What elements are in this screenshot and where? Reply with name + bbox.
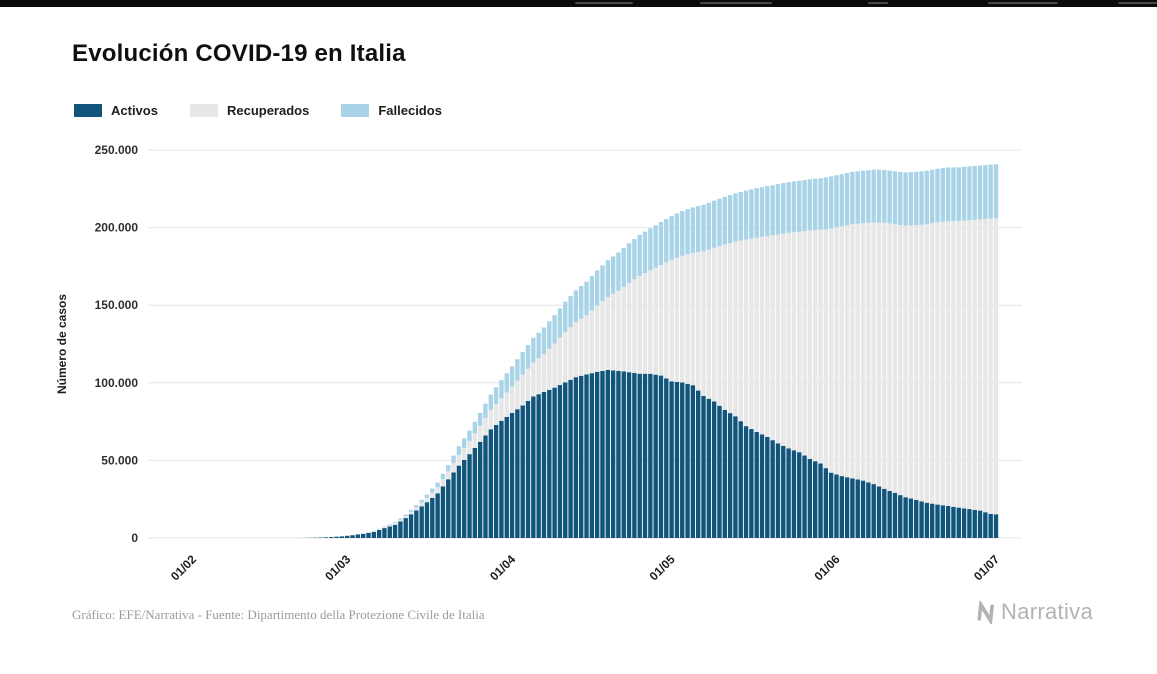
top-bar bbox=[0, 0, 1157, 7]
top-bar-mark bbox=[575, 2, 633, 4]
svg-text:250.000: 250.000 bbox=[95, 143, 139, 157]
narrativa-logo: Narrativa bbox=[977, 599, 1093, 625]
legend-label-activos: Activos bbox=[111, 103, 158, 118]
svg-text:01/03: 01/03 bbox=[322, 552, 353, 583]
narrativa-logo-text: Narrativa bbox=[1001, 599, 1093, 624]
legend-item-activos: Activos bbox=[74, 103, 158, 118]
svg-text:01/06: 01/06 bbox=[811, 552, 842, 583]
y-axis-title: Número de casos bbox=[55, 294, 69, 394]
svg-text:01/02: 01/02 bbox=[168, 552, 199, 583]
legend-swatch-fallecidos bbox=[341, 104, 370, 117]
legend-label-recuperados: Recuperados bbox=[226, 103, 310, 118]
chart-title: Evolución COVID-19 en Italia bbox=[72, 40, 406, 67]
svg-text:200.000: 200.000 bbox=[95, 221, 139, 235]
svg-text:01/07: 01/07 bbox=[971, 552, 1002, 583]
svg-text:150.000: 150.000 bbox=[95, 298, 139, 312]
svg-text:01/04: 01/04 bbox=[487, 552, 518, 583]
narrativa-logo-icon bbox=[977, 600, 995, 624]
legend: Activos Recuperados Fallecidos bbox=[74, 103, 442, 118]
top-bar-mark bbox=[868, 2, 888, 4]
bars bbox=[302, 164, 999, 538]
top-bar-mark bbox=[988, 2, 1058, 4]
top-bar-mark bbox=[700, 2, 772, 4]
top-bar-mark bbox=[1118, 2, 1157, 4]
y-axis-labels: 0 50.000 100.000 150.000 200.000 250.000 bbox=[95, 143, 139, 545]
legend-swatch-recuperados bbox=[189, 104, 218, 117]
legend-item-fallecidos: Fallecidos bbox=[341, 103, 442, 118]
legend-swatch-activos bbox=[74, 104, 102, 117]
svg-text:50.000: 50.000 bbox=[101, 453, 138, 467]
legend-item-recuperados: Recuperados bbox=[189, 103, 310, 118]
svg-text:0: 0 bbox=[131, 531, 138, 545]
x-axis-labels: 01/02 01/03 01/04 01/05 01/06 01/07 bbox=[168, 552, 1002, 583]
svg-text:100.000: 100.000 bbox=[95, 376, 139, 390]
legend-label-fallecidos: Fallecidos bbox=[378, 103, 442, 118]
source-credit: Gráfico: EFE/Narrativa - Fuente: Diparti… bbox=[72, 607, 485, 622]
svg-text:01/05: 01/05 bbox=[647, 552, 678, 583]
